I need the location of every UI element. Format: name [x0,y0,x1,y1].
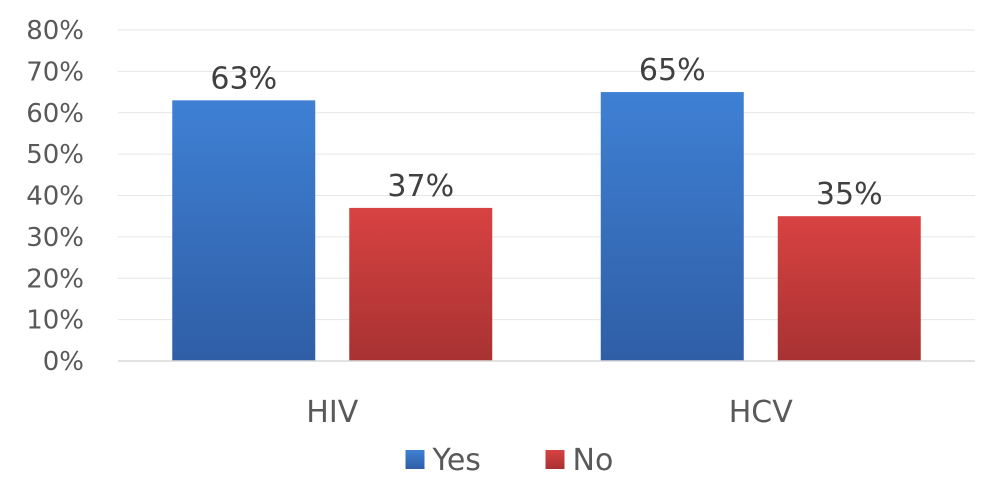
data-labels: 63% 37% 65% 35% [210,53,882,212]
y-axis-ticks: 0% 10% 20% 30% 40% 50% 60% 70% 80% [26,16,84,377]
legend-item-no: No [545,443,614,477]
data-label: 35% [816,177,883,212]
bars [172,92,921,362]
y-tick-label: 30% [26,223,84,253]
legend-label: No [573,443,614,477]
y-tick-label: 20% [26,264,84,294]
y-tick-label: 10% [26,306,84,336]
y-tick-label: 50% [26,140,84,170]
bar-hiv-no [349,207,493,361]
legend-swatch [545,450,565,469]
legend-label: Yes [432,443,481,477]
data-label: 65% [639,53,706,88]
data-label: 37% [387,169,454,204]
y-tick-label: 40% [26,182,84,212]
x-tick-label: HIV [306,395,358,430]
x-axis-ticks: HIV HCV [306,395,793,430]
legend-swatch [405,450,425,469]
y-tick-label: 70% [26,57,84,87]
bar-hcv-no [777,216,921,361]
legend: Yes No [405,443,614,477]
legend-item-yes: Yes [405,443,481,477]
y-tick-label: 60% [26,99,84,129]
bar-hiv-yes [172,100,316,362]
data-label: 63% [210,61,277,96]
x-tick-label: HCV [729,395,794,430]
y-tick-label: 80% [26,16,84,46]
bar-hcv-yes [600,92,744,361]
y-tick-label: 0% [43,347,84,377]
